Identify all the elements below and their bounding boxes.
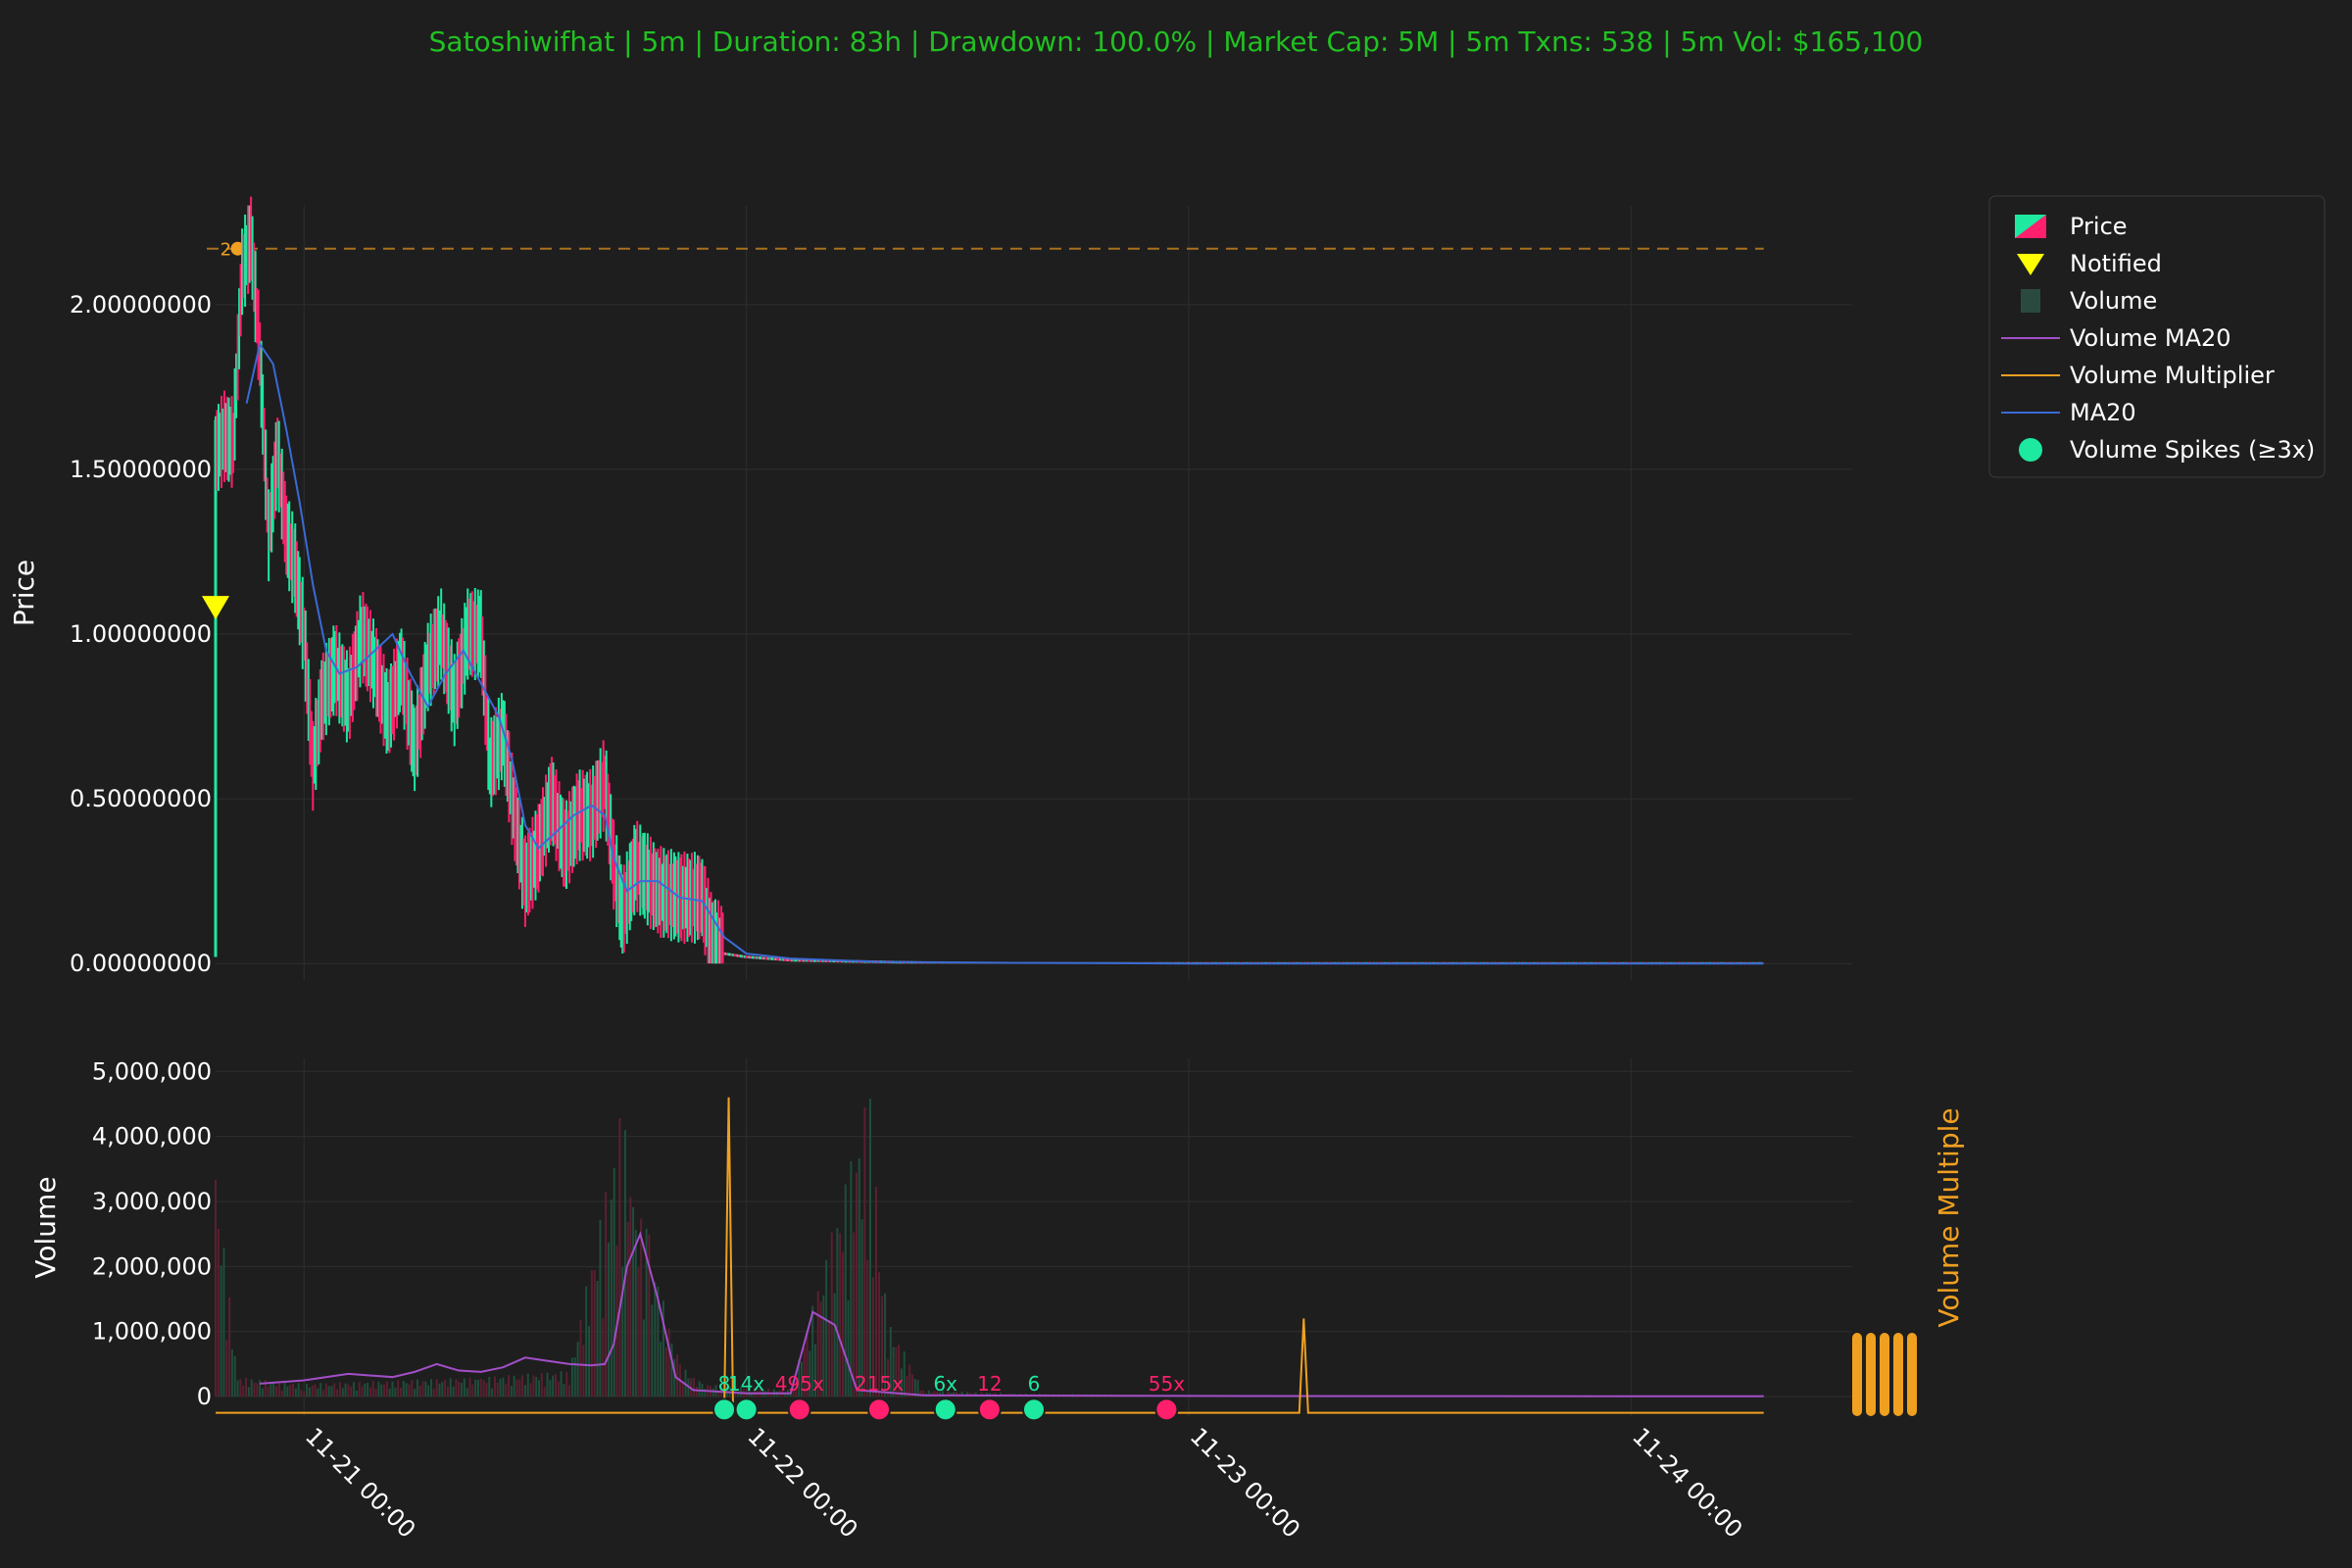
secondary-axis-tick-mark [1893, 1333, 1903, 1416]
volume-spike-label: 495x [775, 1372, 824, 1396]
volume-spike-label: 14x [728, 1372, 764, 1396]
volume-spike-label: 55x [1149, 1372, 1185, 1396]
square-icon [2021, 289, 2040, 313]
volume-spike-marker [787, 1397, 811, 1422]
volume-spike-label: 6x [933, 1372, 957, 1396]
volume-y-tick-label: 2,000,000 [92, 1252, 212, 1280]
price-panel: 0.00000000 0.50000000 1.00000000 1.50000000… [8, 196, 1852, 980]
volume-spike-label: 12 [977, 1372, 1002, 1396]
legend-label: Volume [2070, 287, 2157, 315]
volume-y-tick-label: 5,000,000 [92, 1057, 212, 1085]
secondary-axis-tick-mark [1866, 1333, 1876, 1416]
price-y-axis-title: Price [8, 560, 40, 626]
legend: Price Notified Volume Volume MA20 Volume Mul… [1988, 195, 2326, 478]
legend-label: Volume Spikes (≥3x) [2070, 436, 2315, 464]
volume-y-axis-title: Volume [29, 1176, 62, 1278]
volume-spike-label: 215x [855, 1372, 904, 1396]
volume-ma20-line [260, 1231, 1764, 1397]
volume-y-tick-label: 4,000,000 [92, 1123, 212, 1151]
price-y-tick-label: 0.00000000 [70, 950, 212, 977]
secondary-axis-tick-mark [1852, 1333, 1862, 1416]
triangle-down-icon [2017, 254, 2044, 275]
volume-spike-marker [734, 1397, 759, 1422]
reference-marker [230, 241, 245, 256]
volume-y-tick-label: 3,000,000 [92, 1188, 212, 1215]
volume-spike-label: 8 [718, 1372, 731, 1396]
secondary-y-axis-title: Volume Multiple [1933, 1107, 1965, 1327]
legend-label: Volume Multiplier [2070, 362, 2275, 389]
legend-label: MA20 [2070, 399, 2136, 426]
volume-spike-marker [712, 1397, 737, 1422]
chart-title: Satoshiwifhat | 5m | Duration: 83h | Dra… [429, 25, 1924, 58]
price-y-tick-label: 0.50000000 [70, 785, 212, 812]
volume-spike-label: 6 [1028, 1372, 1041, 1396]
reference-line-label: 2 [220, 240, 231, 261]
volume-spike-marker [867, 1397, 892, 1422]
legend-label: Notified [2070, 250, 2162, 277]
notified-marker [202, 596, 229, 620]
volume-multiplier-line [216, 1097, 1764, 1414]
legend-box [1988, 195, 2326, 478]
volume-spike-marker [1154, 1397, 1179, 1422]
legend-label: Volume MA20 [2070, 324, 2231, 352]
price-y-tick-label: 1.50000000 [70, 456, 212, 483]
volume-y-tick-label: 1,000,000 [92, 1318, 212, 1346]
volume-spike-marker [977, 1397, 1002, 1422]
candle-icon-down [2015, 215, 2046, 238]
price-y-tick-label: 2.00000000 [70, 291, 212, 318]
volume-spike-marker [933, 1397, 957, 1422]
price-y-tick-label: 1.00000000 [70, 620, 212, 648]
secondary-axis-tick-mark [1880, 1333, 1889, 1416]
ma20-line [245, 341, 1764, 965]
legend-label: Price [2070, 213, 2128, 240]
volume-y-tick-label: 0 [197, 1383, 212, 1410]
volume-spike-marker [1022, 1397, 1046, 1422]
secondary-axis-tick-mark [1907, 1333, 1917, 1416]
circle-icon [2019, 438, 2042, 462]
